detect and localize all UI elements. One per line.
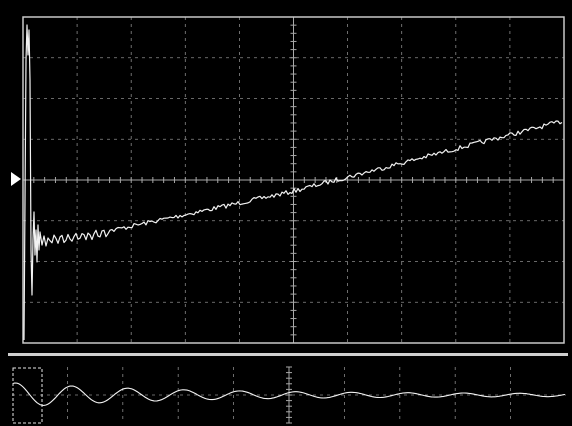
main-trace-waveform bbox=[23, 24, 563, 341]
main-waveform-window bbox=[22, 16, 565, 344]
overview-trace-waveform bbox=[12, 382, 566, 406]
main-window-frame bbox=[22, 16, 565, 344]
triangle-right-icon[interactable] bbox=[11, 172, 21, 186]
window-separator bbox=[8, 353, 568, 356]
main-center-axes bbox=[22, 16, 565, 344]
overview-graticule-grid bbox=[12, 367, 566, 423]
overview-center-axes bbox=[286, 366, 292, 424]
dashed-rectangle-icon[interactable] bbox=[12, 367, 43, 424]
overview-waveform-window bbox=[12, 366, 566, 424]
